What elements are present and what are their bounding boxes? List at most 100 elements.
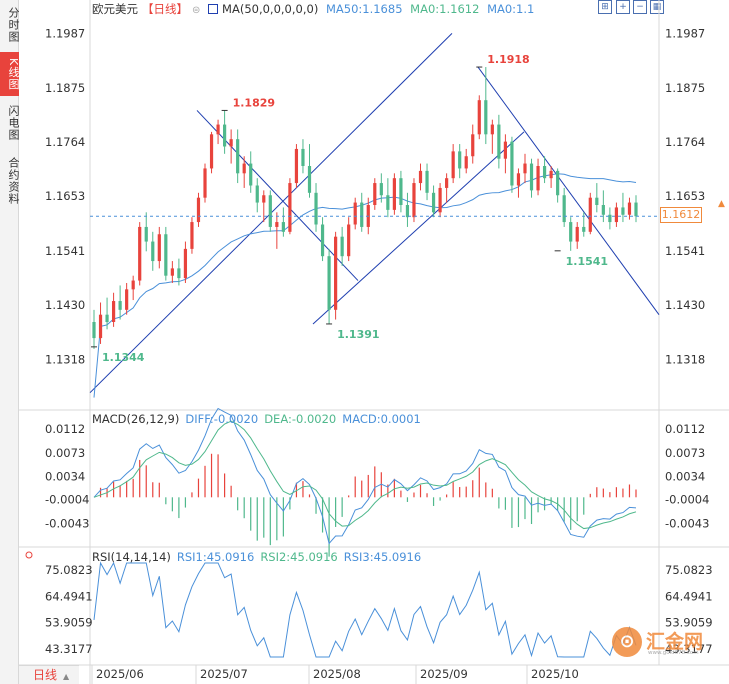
rsi-header: RSI(14,14,14) RSI1:45.0916 RSI2:45.0916 RSI… — [92, 550, 427, 564]
candle-body — [314, 192, 318, 225]
candle-body — [523, 163, 527, 174]
candle-body — [490, 124, 494, 135]
candle-body — [412, 183, 416, 218]
macd-axis-label-right: -0.0004 — [665, 493, 709, 507]
candle-body — [131, 280, 135, 290]
candle-body — [262, 195, 266, 203]
chart-header: 欧元美元 【日线】 ⊜ MA(50,0,0,0,0,0) MA50:1.1685 M… — [92, 0, 538, 18]
ma50-line — [93, 173, 637, 398]
low-annotation: 1.1541 — [566, 255, 608, 268]
candle-body — [183, 248, 188, 279]
candle-body — [190, 222, 194, 249]
candle-body — [392, 178, 396, 210]
macd-axis-label-right: 0.0073 — [665, 446, 705, 460]
candle-body — [556, 170, 560, 196]
candle-body — [177, 268, 181, 279]
rsi-title: RSI(14,14,14) — [92, 550, 171, 564]
candle-body — [379, 183, 383, 196]
macd-axis-label-left: 0.0112 — [45, 422, 85, 436]
rsi-axis-label-right: 64.4941 — [665, 589, 713, 603]
candle-body — [386, 195, 390, 210]
candle-body — [111, 301, 116, 322]
main-axis-label-right: 1.1653 — [665, 189, 705, 203]
candle-body — [118, 301, 122, 310]
rsi-axis-label-right: 53.9059 — [665, 616, 713, 630]
candle-body — [464, 156, 468, 169]
macd-axis-label-right: 0.0034 — [665, 470, 705, 484]
watermark-logo: ⊙ 汇金网 www.gold678.com — [612, 627, 728, 667]
macd-header: MACD(26,12,9) DIFF:-0.0020 DEA:-0.0020 MACD… — [92, 412, 427, 426]
candle-body — [294, 148, 299, 184]
symbol-name: 欧元美元 — [92, 2, 138, 16]
zoom-in-icon[interactable]: + — [616, 0, 630, 14]
candle-body — [451, 151, 455, 179]
candle-body — [458, 151, 462, 169]
tab-contract-info[interactable]: 合约资料 — [7, 157, 20, 205]
candle-body — [301, 148, 305, 166]
candle-body — [249, 163, 253, 186]
candle-body — [209, 134, 214, 169]
watermark-url: www.gold678.com — [648, 650, 699, 656]
tab-kline[interactable]: K线图 — [0, 52, 20, 96]
candle-body — [477, 100, 481, 135]
candle-body — [203, 168, 207, 198]
high-annotation: 1.1918 — [487, 53, 529, 66]
candle-body — [223, 124, 227, 147]
rsi-axis-label-right: 43.3177 — [665, 642, 713, 656]
macd-dea-line — [93, 420, 637, 530]
candle-body — [425, 170, 429, 193]
rsi3-value: RSI3:45.0916 — [343, 550, 422, 564]
candle-body — [236, 139, 240, 174]
candle-body — [281, 222, 285, 232]
rsi-settings-icon — [25, 551, 33, 559]
date-label: 2025/10 — [531, 667, 579, 681]
candle-body — [431, 192, 436, 213]
trendline-july-descending — [196, 110, 359, 281]
macd-diff: DIFF:-0.0020 — [185, 412, 259, 426]
candle-body — [347, 224, 351, 257]
rsi-axis-label-left: 43.3177 — [45, 642, 93, 656]
candle-body — [288, 183, 292, 232]
macd-axis-label-left: 0.0073 — [45, 446, 85, 460]
date-label: 2025/07 — [200, 667, 248, 681]
candle-body — [542, 166, 547, 179]
tab-flash[interactable]: 闪电图 — [7, 105, 20, 141]
macd-axis-label-left: 0.0034 — [45, 470, 85, 484]
candle-body — [608, 214, 612, 223]
candle-body — [405, 205, 410, 218]
date-label: 2025/08 — [313, 667, 361, 681]
rsi-axis-label-left: 75.0823 — [45, 563, 93, 577]
current-price-tag: 1.1612 — [660, 207, 702, 223]
grid-icon[interactable]: ▦ — [650, 0, 664, 14]
period-selector-label: 日线 — [33, 668, 58, 682]
candle-body — [601, 205, 605, 215]
ma0-value: MA0:1.1612 — [410, 2, 480, 16]
macd-axis-label-right: -0.0043 — [665, 517, 709, 531]
low-annotation: 1.1391 — [337, 328, 379, 341]
candle-body — [340, 236, 344, 257]
fit-icon[interactable]: ⊞ — [598, 0, 612, 14]
candle-body — [138, 226, 142, 281]
candle-body — [170, 268, 174, 276]
rsi2-value: RSI2:45.0916 — [260, 550, 338, 564]
candle-body — [320, 224, 325, 257]
candle-body — [569, 222, 573, 242]
candle-body — [536, 166, 540, 191]
settings-icon[interactable]: ⊜ — [192, 5, 201, 16]
main-axis-label-right: 1.1318 — [665, 353, 705, 367]
main-axis-label-left: 1.1318 — [45, 353, 85, 367]
high-annotation: 1.1829 — [233, 96, 275, 109]
period-selector[interactable]: 日线 ▲ — [19, 665, 79, 684]
ma-indicator-icon[interactable] — [208, 4, 219, 14]
candle-body — [634, 202, 638, 217]
candle-body — [242, 163, 246, 174]
zoom-out-icon[interactable]: − — [633, 0, 647, 14]
candle-body — [582, 226, 586, 232]
date-label: 2025/09 — [420, 667, 468, 681]
candle-body — [216, 124, 220, 135]
rsi1-value: RSI1:45.0916 — [176, 550, 255, 564]
main-axis-label-left: 1.1987 — [45, 26, 85, 40]
candle-body — [562, 195, 566, 223]
tab-timeshare[interactable]: 分时图 — [7, 7, 20, 43]
